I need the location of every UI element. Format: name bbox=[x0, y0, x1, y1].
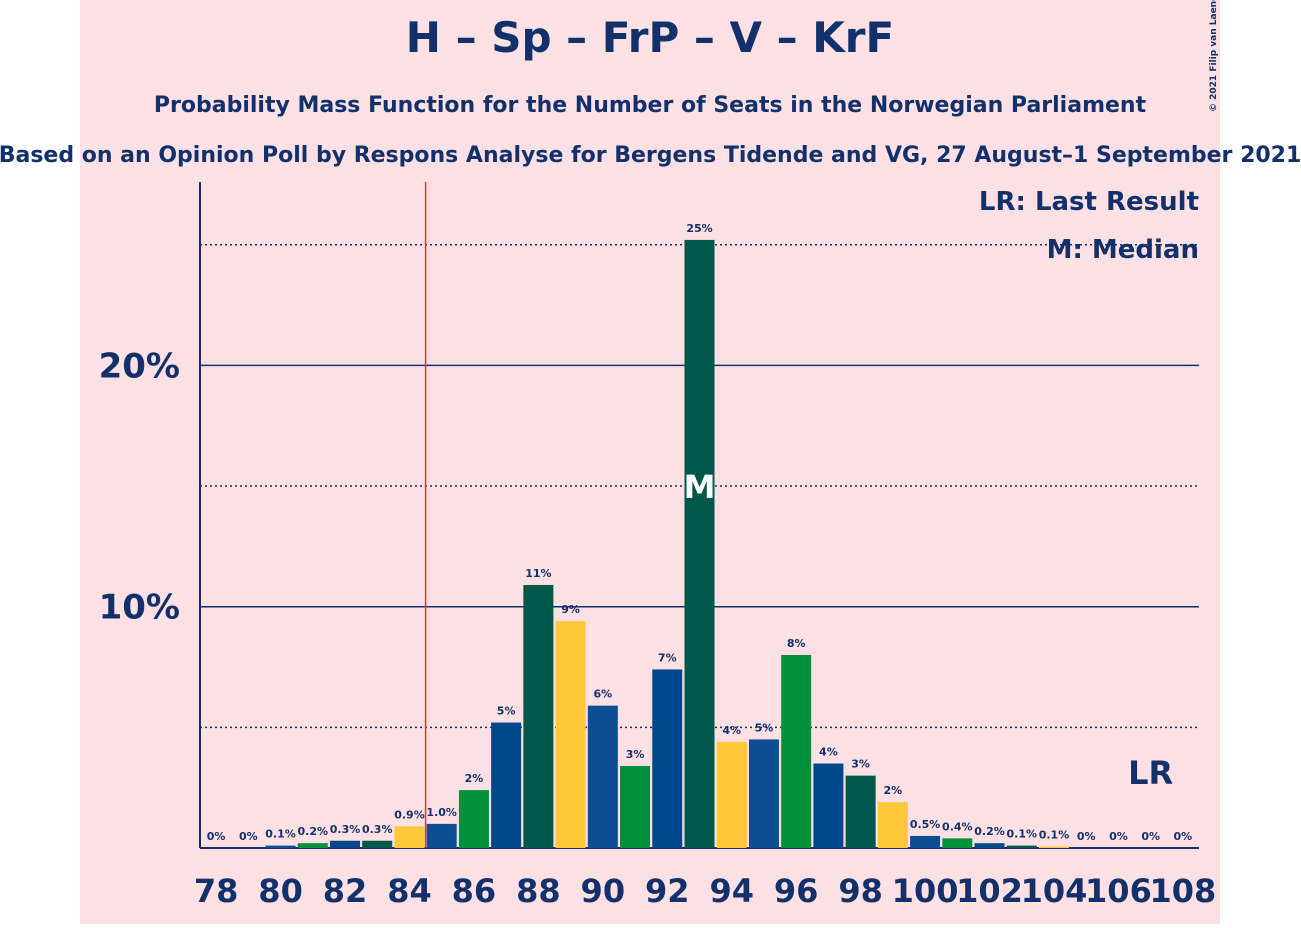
data-label: 0.3% bbox=[330, 823, 361, 836]
bar bbox=[426, 823, 457, 848]
x-tick-label: 90 bbox=[581, 872, 626, 910]
bar bbox=[748, 739, 779, 848]
data-label: 4% bbox=[722, 724, 741, 737]
data-label: 25% bbox=[686, 222, 712, 235]
data-label: 0% bbox=[1174, 830, 1193, 843]
data-label: 5% bbox=[755, 721, 774, 734]
x-tick-label: 86 bbox=[452, 872, 497, 910]
x-tick-label: 102 bbox=[956, 872, 1023, 910]
data-label: 1.0% bbox=[426, 806, 457, 819]
x-tick-label: 88 bbox=[516, 872, 561, 910]
bar bbox=[330, 840, 361, 848]
chart-subtitle: Probability Mass Function for the Number… bbox=[154, 93, 1147, 118]
data-label: 3% bbox=[851, 758, 870, 771]
x-tick-label: 96 bbox=[774, 872, 819, 910]
chart-subtitle: Based on an Opinion Poll by Respons Anal… bbox=[0, 143, 1301, 168]
x-tick-label: 92 bbox=[645, 872, 690, 910]
data-label: 0.2% bbox=[298, 825, 329, 838]
data-label: 0.2% bbox=[974, 825, 1005, 838]
copyright: © 2021 Filip van Laenen bbox=[1209, 0, 1219, 112]
x-tick-label: 82 bbox=[323, 872, 368, 910]
y-tick-label: 20% bbox=[99, 346, 180, 386]
data-label: 2% bbox=[884, 784, 903, 797]
data-label: 0% bbox=[1141, 830, 1160, 843]
bar bbox=[781, 654, 812, 848]
x-tick-label: 106 bbox=[1085, 872, 1152, 910]
bar bbox=[845, 775, 876, 848]
data-label: 0.5% bbox=[910, 818, 941, 831]
x-tick-label: 100 bbox=[892, 872, 959, 910]
data-label: 0% bbox=[1077, 830, 1096, 843]
bar bbox=[523, 584, 554, 848]
data-label: 2% bbox=[465, 772, 484, 785]
data-label: 0% bbox=[239, 830, 258, 843]
bar bbox=[265, 845, 296, 848]
data-label: 7% bbox=[658, 651, 677, 664]
bar bbox=[394, 826, 425, 848]
bar bbox=[458, 790, 489, 848]
data-label: 11% bbox=[525, 567, 551, 580]
data-label: 0.1% bbox=[1007, 828, 1038, 841]
data-label: 0.9% bbox=[394, 808, 425, 821]
data-label: 3% bbox=[626, 748, 645, 761]
bar bbox=[620, 765, 651, 848]
bar bbox=[362, 840, 393, 848]
bar bbox=[652, 669, 683, 848]
data-label: 6% bbox=[593, 688, 612, 701]
data-label: 0.4% bbox=[942, 820, 973, 833]
bar bbox=[974, 843, 1005, 848]
legend-entry: LR: Last Result bbox=[979, 187, 1199, 217]
bar bbox=[716, 741, 747, 848]
data-label: 9% bbox=[561, 603, 580, 616]
x-tick-label: 78 bbox=[194, 872, 239, 910]
bar bbox=[877, 802, 908, 848]
data-label: 5% bbox=[497, 705, 516, 718]
bar bbox=[1006, 845, 1037, 848]
data-label: 4% bbox=[819, 746, 838, 759]
chart-title: H – Sp – FrP – V – KrF bbox=[406, 13, 894, 62]
bar bbox=[910, 835, 941, 848]
bar bbox=[555, 621, 586, 848]
bar bbox=[297, 843, 328, 848]
data-label: 0.1% bbox=[265, 828, 296, 841]
x-tick-label: 108 bbox=[1149, 872, 1216, 910]
bar bbox=[587, 705, 618, 848]
data-label: 0% bbox=[1109, 830, 1128, 843]
y-tick-label: 10% bbox=[99, 588, 180, 628]
x-tick-label: 94 bbox=[709, 872, 754, 910]
x-tick-label: 104 bbox=[1021, 872, 1088, 910]
data-label: 0.1% bbox=[1039, 829, 1070, 842]
data-label: 0% bbox=[207, 830, 226, 843]
data-label: 8% bbox=[787, 637, 806, 650]
x-tick-label: 80 bbox=[258, 872, 303, 910]
x-tick-label: 84 bbox=[387, 872, 432, 910]
bar bbox=[942, 838, 973, 848]
bar bbox=[684, 239, 715, 849]
x-tick-label: 98 bbox=[838, 872, 883, 910]
data-label: 0.3% bbox=[362, 823, 393, 836]
median-marker: M bbox=[684, 468, 716, 506]
last-result-marker: LR bbox=[1128, 754, 1173, 792]
bar bbox=[1038, 846, 1069, 848]
bar bbox=[813, 763, 844, 848]
legend-entry: M: Median bbox=[1047, 235, 1199, 265]
bar bbox=[491, 722, 522, 848]
